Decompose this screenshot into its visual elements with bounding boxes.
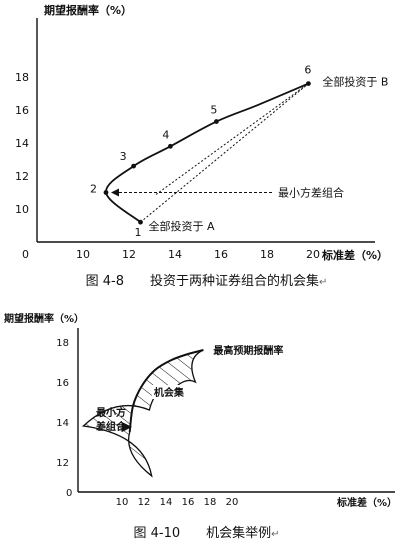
label-min-variance-line2: 差组合 — [96, 420, 127, 433]
opportunity-set-label-bg — [151, 385, 186, 399]
figure-4-10-caption: 图 4-10 机会集举例↵ — [0, 522, 413, 541]
caption-text: 图 4-8 投资于两种证券组合的机会集 — [85, 274, 319, 289]
origin-label: 0 — [66, 488, 72, 499]
x-tick-label: 16 — [214, 248, 228, 261]
x-axis-label: 标准差（%） — [336, 496, 397, 509]
efficient-frontier-curve — [128, 349, 204, 433]
opportunity-set-curve — [105, 82, 309, 223]
x-tick-label: 18 — [260, 248, 274, 261]
x-tick-label: 12 — [138, 497, 151, 508]
point-marker — [103, 190, 109, 195]
y-tick-label: 12 — [15, 170, 29, 183]
dotted-line-from-b — [155, 83, 309, 195]
x-tick-label: 16 — [182, 497, 195, 508]
x-tick-label: 14 — [168, 248, 182, 261]
y-tick-labels: 10 12 14 16 18 — [15, 71, 29, 216]
y-tick-label: 16 — [15, 104, 29, 117]
y-tick-label: 18 — [56, 338, 69, 349]
point-marker — [138, 219, 143, 225]
dotted-line-from-a — [140, 83, 309, 223]
point-number-label: 4 — [162, 128, 169, 141]
caption-text: 图 4-10 机会集举例 — [133, 526, 272, 541]
x-tick-labels: 10 12 14 16 18 20 — [76, 248, 320, 261]
label-min-variance-line1: 最小方 — [96, 406, 126, 419]
label-all-in-b: 全部投资于 B — [322, 75, 388, 89]
label-all-in-a: 全部投资于 A — [149, 219, 215, 233]
y-axis-label: 期望报酬率（%） — [44, 3, 132, 17]
origin-label: 0 — [22, 248, 29, 261]
x-tick-label: 14 — [160, 497, 173, 508]
point-number-label: 2 — [90, 183, 97, 196]
point-marker — [168, 143, 173, 149]
label-max-return: 最高预期报酬率 — [213, 344, 283, 357]
x-tick-label: 12 — [122, 248, 136, 261]
figure-4-8-chart: 期望报酬率（%） 标准差（%） 0 10 12 14 16 18 20 101214161… — [15, 3, 388, 262]
y-tick-labels: 12 14 16 18 — [56, 338, 69, 469]
point-marker — [131, 163, 137, 169]
point-number-label: 3 — [120, 150, 127, 163]
y-tick-label: 12 — [56, 458, 69, 469]
y-tick-label: 10 — [15, 203, 29, 216]
y-tick-label: 16 — [56, 378, 69, 389]
figure-4-8-caption: 图 4-8 投资于两种证券组合的机会集↵ — [0, 270, 413, 289]
return-mark: ↵ — [318, 277, 328, 288]
x-axis-label: 标准差（%） — [321, 248, 388, 262]
point-number-label: 6 — [304, 64, 311, 77]
point-number-label: 1 — [135, 226, 142, 239]
label-opportunity-set: 机会集 — [154, 386, 185, 399]
return-mark: ↵ — [271, 529, 280, 540]
point-number-label: 5 — [210, 104, 217, 117]
point-marker — [306, 81, 311, 86]
label-min-variance: 最小方差组合 — [278, 186, 344, 200]
y-axis-label: 期望报酬率（%） — [4, 312, 84, 325]
x-tick-label: 20 — [306, 248, 320, 261]
y-tick-label: 14 — [15, 137, 29, 150]
x-tick-label: 20 — [226, 497, 239, 508]
portfolio-points: 1 2 3 4 5 6 — [90, 64, 311, 240]
x-tick-label: 10 — [76, 248, 90, 261]
figure-4-10-chart: 期望报酬率（%） 标准差（%） 0 10 12 14 16 18 20 12141618 … — [4, 312, 397, 509]
point-marker — [214, 119, 219, 124]
x-tick-label: 18 — [204, 497, 217, 508]
y-tick-label: 14 — [56, 418, 69, 429]
x-tick-labels: 10 12 14 16 18 20 — [116, 497, 239, 508]
y-tick-label: 18 — [15, 71, 29, 84]
x-tick-label: 10 — [116, 497, 129, 508]
